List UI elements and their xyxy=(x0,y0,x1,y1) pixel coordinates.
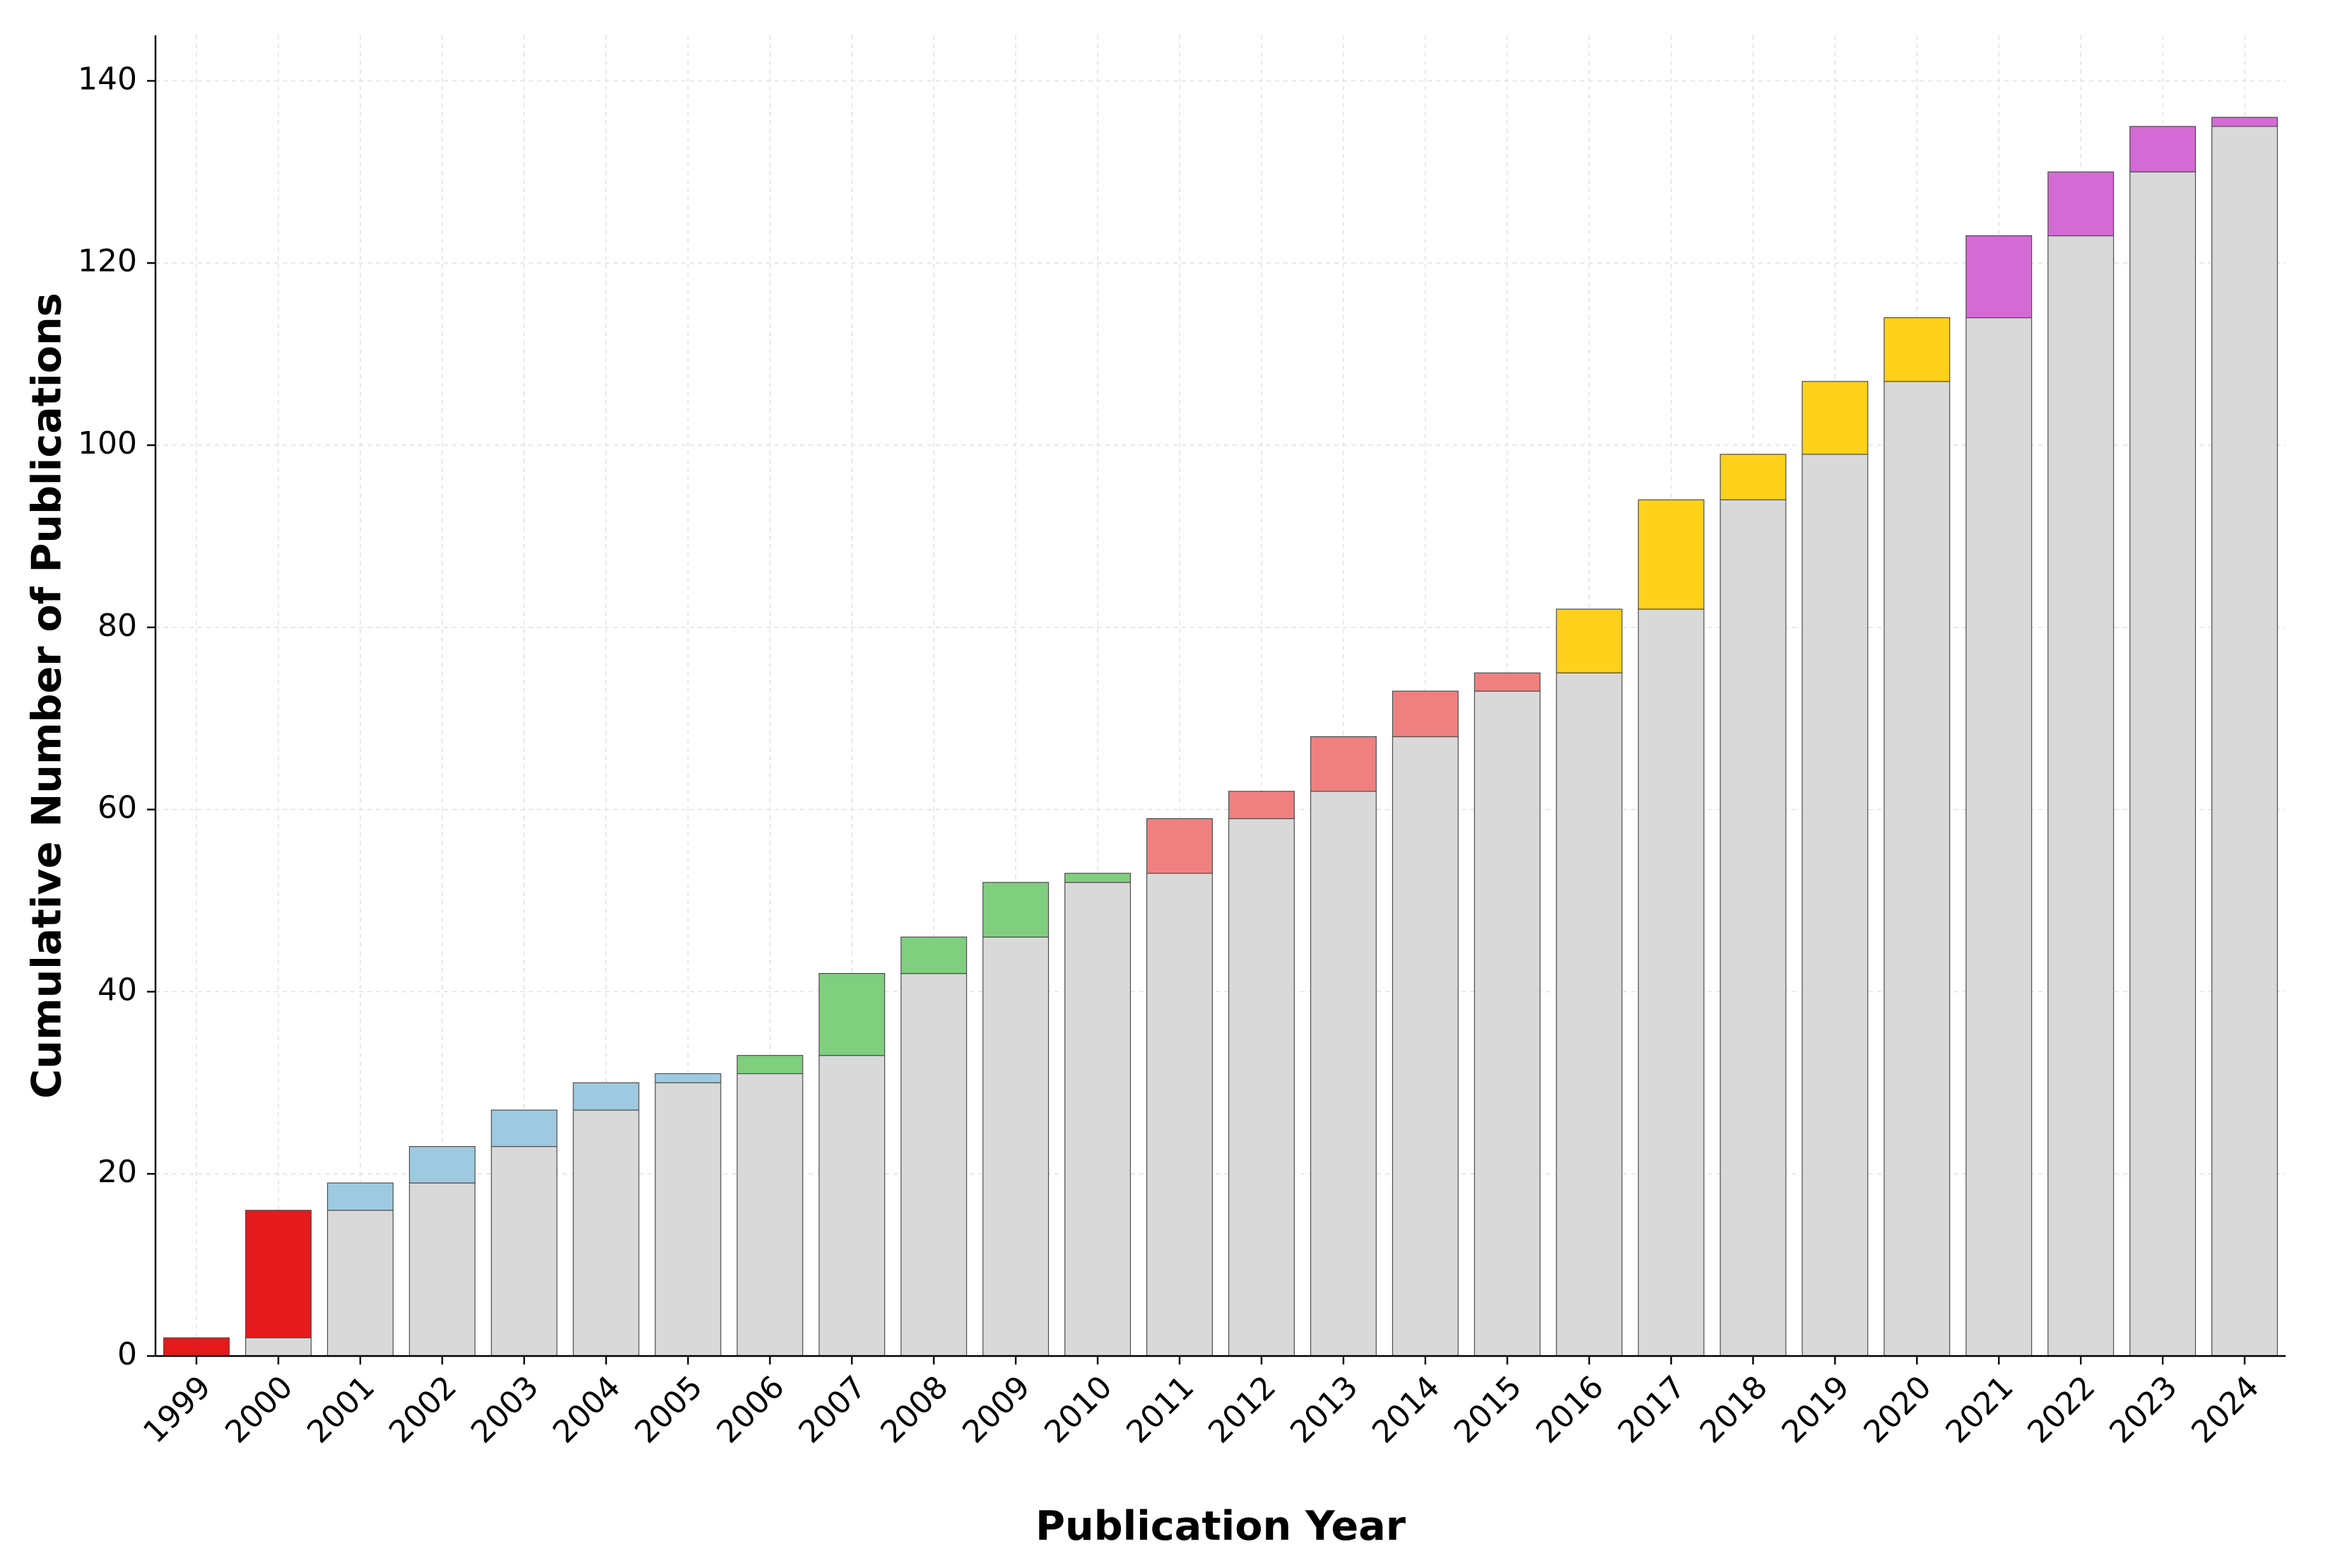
bar-prev-segment xyxy=(1065,883,1131,1356)
bar-prev-segment xyxy=(737,1073,803,1356)
bar-prev-segment xyxy=(1474,691,1540,1356)
bar-increment-segment xyxy=(1229,791,1295,819)
bar-prev-segment xyxy=(1638,609,1704,1356)
bar-prev-segment xyxy=(1966,318,2032,1356)
bar-increment-segment xyxy=(819,974,885,1056)
y-tick-label: 40 xyxy=(98,972,137,1008)
bar-prev-segment xyxy=(1884,382,1950,1356)
bar-prev-segment xyxy=(573,1110,639,1356)
bar-increment-segment xyxy=(1311,737,1377,791)
bar-increment-segment xyxy=(1966,236,2032,318)
bar-prev-segment xyxy=(655,1083,721,1356)
bar-increment-segment xyxy=(1802,382,1868,454)
bar-prev-segment xyxy=(327,1210,393,1356)
y-tick-label: 60 xyxy=(98,790,137,826)
bar-increment-segment xyxy=(246,1210,312,1338)
bar-increment-segment xyxy=(2048,172,2114,235)
bar-prev-segment xyxy=(1556,673,1622,1356)
bar-increment-segment xyxy=(491,1110,557,1147)
bar-increment-segment xyxy=(1638,500,1704,609)
bar-increment-segment xyxy=(1884,318,1950,382)
y-tick-label: 0 xyxy=(117,1336,137,1372)
bar-increment-segment xyxy=(1556,609,1622,673)
bar-increment-segment xyxy=(1065,873,1131,883)
bar-increment-segment xyxy=(164,1338,230,1356)
bar-prev-segment xyxy=(1802,454,1868,1356)
y-tick-label: 120 xyxy=(78,243,137,279)
bar-prev-segment xyxy=(246,1338,312,1356)
bar-prev-segment xyxy=(819,1056,885,1356)
bar-increment-segment xyxy=(737,1056,803,1074)
x-axis-label: Publication Year xyxy=(1035,1503,1406,1550)
bar-prev-segment xyxy=(491,1147,557,1356)
bar-prev-segment xyxy=(983,937,1049,1356)
bar-increment-segment xyxy=(2212,117,2278,126)
y-axis-label: Cumulative Number of Publications xyxy=(24,293,71,1098)
bar-increment-segment xyxy=(1392,691,1458,736)
bar-prev-segment xyxy=(2212,126,2278,1356)
bar-prev-segment xyxy=(1720,500,1786,1356)
bar-increment-segment xyxy=(983,883,1049,937)
y-tick-label: 140 xyxy=(78,61,137,97)
y-tick-label: 100 xyxy=(78,425,137,461)
bar-increment-segment xyxy=(573,1083,639,1110)
bar-increment-segment xyxy=(1474,673,1540,691)
bar-prev-segment xyxy=(409,1183,475,1356)
bar-increment-segment xyxy=(2130,126,2196,172)
bar-increment-segment xyxy=(327,1183,393,1210)
bar-increment-segment xyxy=(901,937,967,974)
bar-increment-segment xyxy=(1147,819,1213,873)
bar-prev-segment xyxy=(901,974,967,1356)
chart-svg: 0204060801001201401999200020012002200320… xyxy=(0,0,2328,1568)
bar-increment-segment xyxy=(1720,454,1786,500)
y-tick-label: 20 xyxy=(98,1154,137,1190)
bar-increment-segment xyxy=(655,1073,721,1083)
bar-prev-segment xyxy=(1392,737,1458,1356)
publications-cumulative-bar-chart: 0204060801001201401999200020012002200320… xyxy=(0,0,2328,1568)
bar-prev-segment xyxy=(2048,236,2114,1356)
bar-prev-segment xyxy=(1229,819,1295,1356)
bar-prev-segment xyxy=(2130,172,2196,1356)
bar-increment-segment xyxy=(409,1147,475,1184)
y-tick-label: 80 xyxy=(98,608,137,644)
bar-prev-segment xyxy=(1311,791,1377,1356)
bar-prev-segment xyxy=(1147,873,1213,1356)
